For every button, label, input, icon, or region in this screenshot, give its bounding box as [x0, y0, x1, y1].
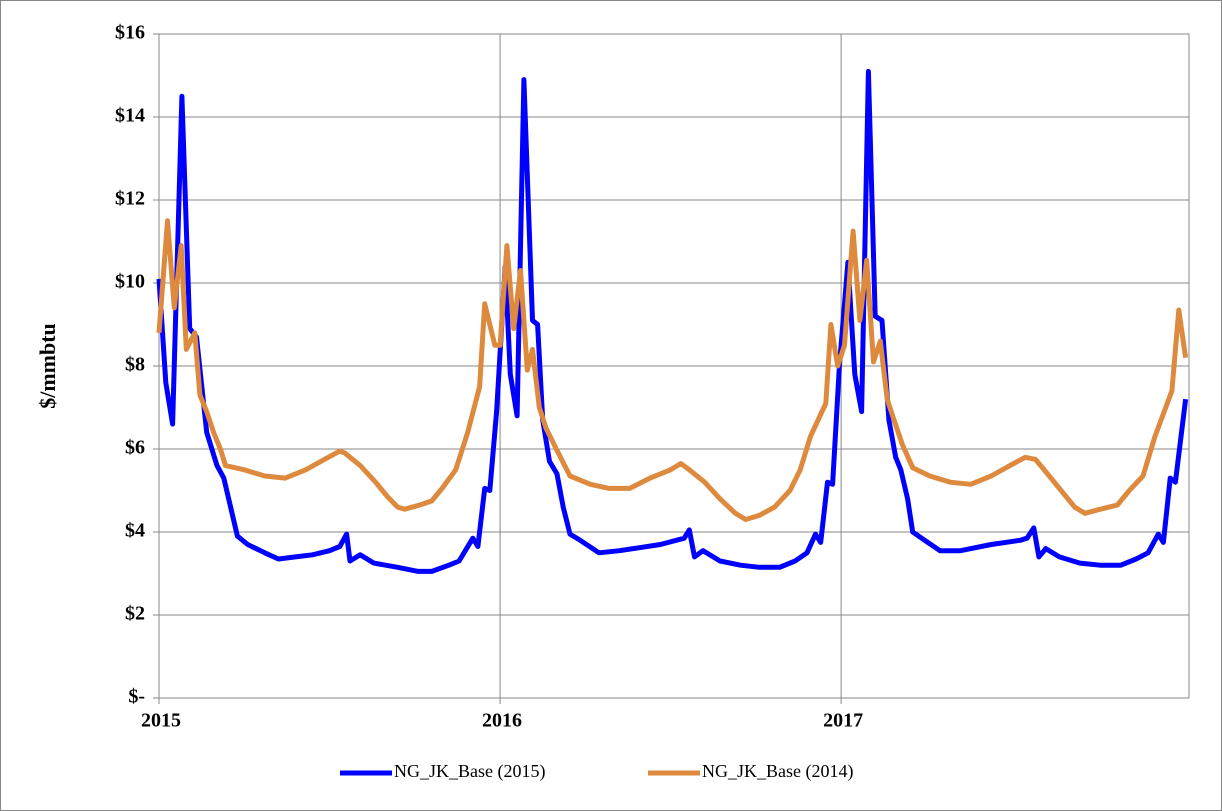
series-line — [156, 68, 1189, 574]
y-tick-label: $10 — [115, 271, 145, 293]
y-tick-label: $12 — [115, 188, 145, 210]
y-axis-title: $/mmbtu — [35, 323, 60, 409]
y-tick-label: $2 — [125, 603, 145, 625]
x-tick-label: 2017 — [823, 710, 863, 732]
y-tick-label: $14 — [115, 105, 145, 127]
x-tick-label: 2015 — [141, 710, 181, 732]
series-line — [156, 218, 1189, 522]
y-tick-label: $4 — [125, 520, 145, 542]
legend-label: NG_JK_Base (2014) — [702, 761, 853, 782]
legend-label: NG_JK_Base (2015) — [394, 761, 545, 782]
y-tick-label: $6 — [125, 437, 145, 459]
y-tick-label: $- — [128, 686, 145, 708]
x-tick-label: 2016 — [482, 710, 522, 732]
y-tick-label: $16 — [115, 22, 145, 44]
y-tick-label: $8 — [125, 354, 145, 376]
